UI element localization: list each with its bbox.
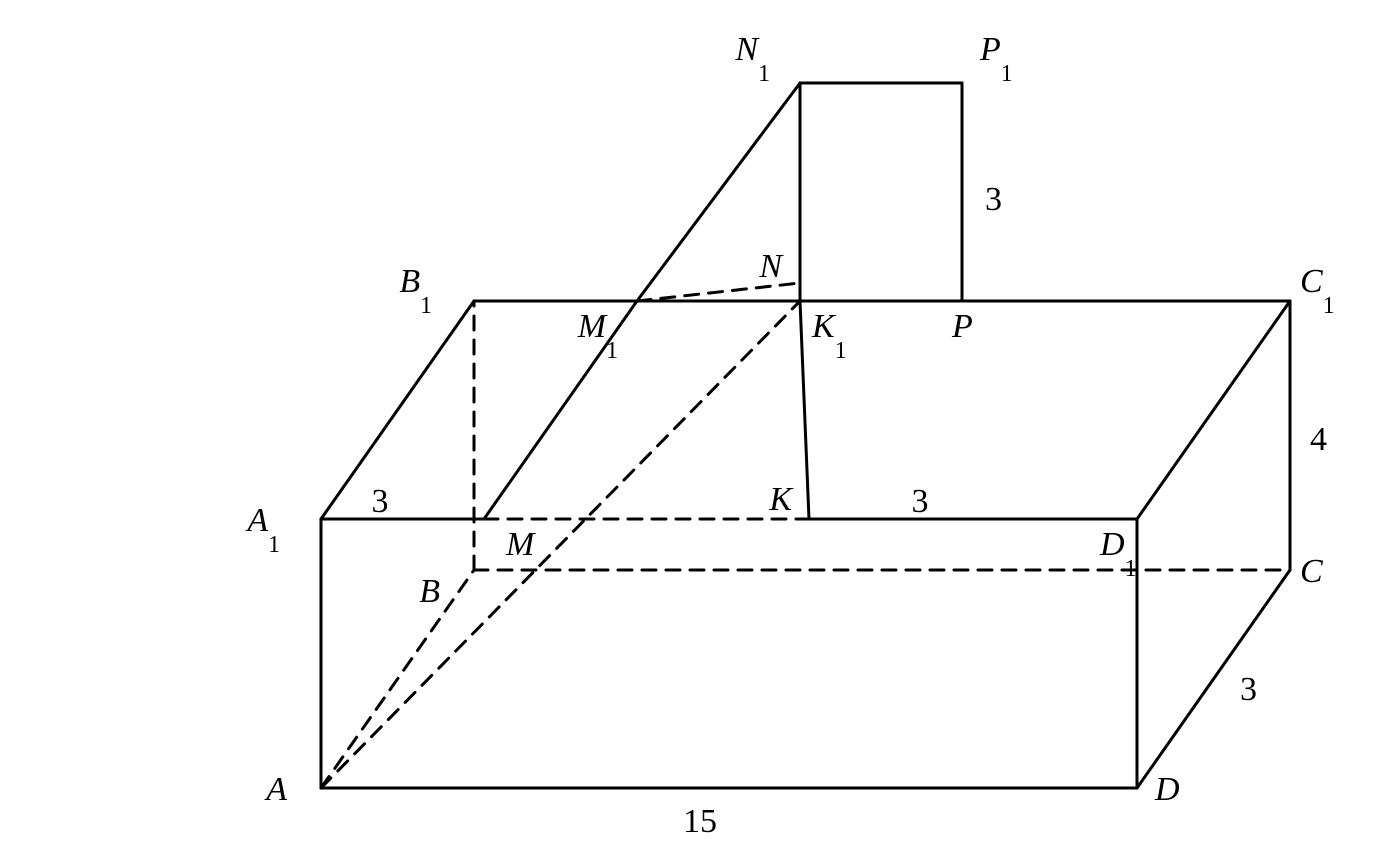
hidden-edge (321, 301, 800, 788)
vertex-label-text: K (811, 308, 837, 345)
vertex-label-text: P (951, 308, 973, 345)
visible-edge (321, 301, 474, 519)
vertex-label-text: B (399, 263, 420, 300)
vertex-label-text: N (758, 248, 784, 285)
vertex-label: B (419, 573, 440, 610)
vertex-label-subscript: 1 (1125, 556, 1137, 582)
vertex-label-subscript: 1 (1323, 293, 1335, 319)
vertex-label: K (768, 481, 794, 518)
vertex-label-subscript: 1 (1001, 61, 1013, 87)
vertex-label: D1 (1099, 526, 1136, 582)
vertex-label: C1 (1300, 263, 1335, 319)
vertex-label-text: K (768, 481, 794, 518)
vertex-label-subscript: 1 (758, 61, 770, 87)
dimension-label: 3 (985, 181, 1002, 218)
vertex-label: A1 (245, 502, 280, 558)
vertex-label: N1 (734, 31, 770, 87)
vertex-label-subscript: 1 (268, 532, 280, 558)
dimension-label: 4 (1310, 421, 1327, 458)
vertex-label: N (758, 248, 784, 285)
vertex-label: K1 (811, 308, 847, 364)
vertex-label-subscript: 1 (420, 293, 432, 319)
dimension-label: 3 (372, 483, 389, 520)
visible-edge (1137, 570, 1290, 788)
vertex-label-text: A (264, 771, 287, 808)
vertex-label-text: D (1099, 526, 1125, 563)
geometry-diagram: ADCBA1D1C1B1MKM1K1PNN1P11534333 (0, 0, 1394, 852)
vertex-label-text: B (419, 573, 440, 610)
vertex-label: A (264, 771, 287, 808)
vertex-label-text: P (979, 31, 1001, 68)
visible-edge (800, 301, 809, 519)
visible-edge (1137, 301, 1290, 519)
hidden-edge (637, 283, 800, 301)
vertex-label-subscript: 1 (606, 338, 618, 364)
vertex-label: B1 (399, 263, 432, 319)
vertex-label-text: A (245, 502, 268, 539)
dimension-label: 3 (912, 483, 929, 520)
vertex-label: C (1300, 553, 1323, 590)
vertex-label-text: N (734, 31, 760, 68)
visible-edge (484, 301, 637, 519)
dimension-label: 15 (683, 803, 717, 840)
vertex-label-text: M (505, 526, 536, 563)
hidden-edge (321, 570, 474, 788)
vertex-label: D (1154, 771, 1180, 808)
vertex-label-text: D (1154, 771, 1180, 808)
dimension-label: 3 (1240, 671, 1257, 708)
vertex-label: P1 (979, 31, 1013, 87)
vertex-label: M (505, 526, 536, 563)
vertex-label: P (951, 308, 973, 345)
vertex-label-text: C (1300, 553, 1323, 590)
vertex-label-text: C (1300, 263, 1323, 300)
vertex-label-text: M (577, 308, 608, 345)
vertex-label-subscript: 1 (835, 338, 847, 364)
